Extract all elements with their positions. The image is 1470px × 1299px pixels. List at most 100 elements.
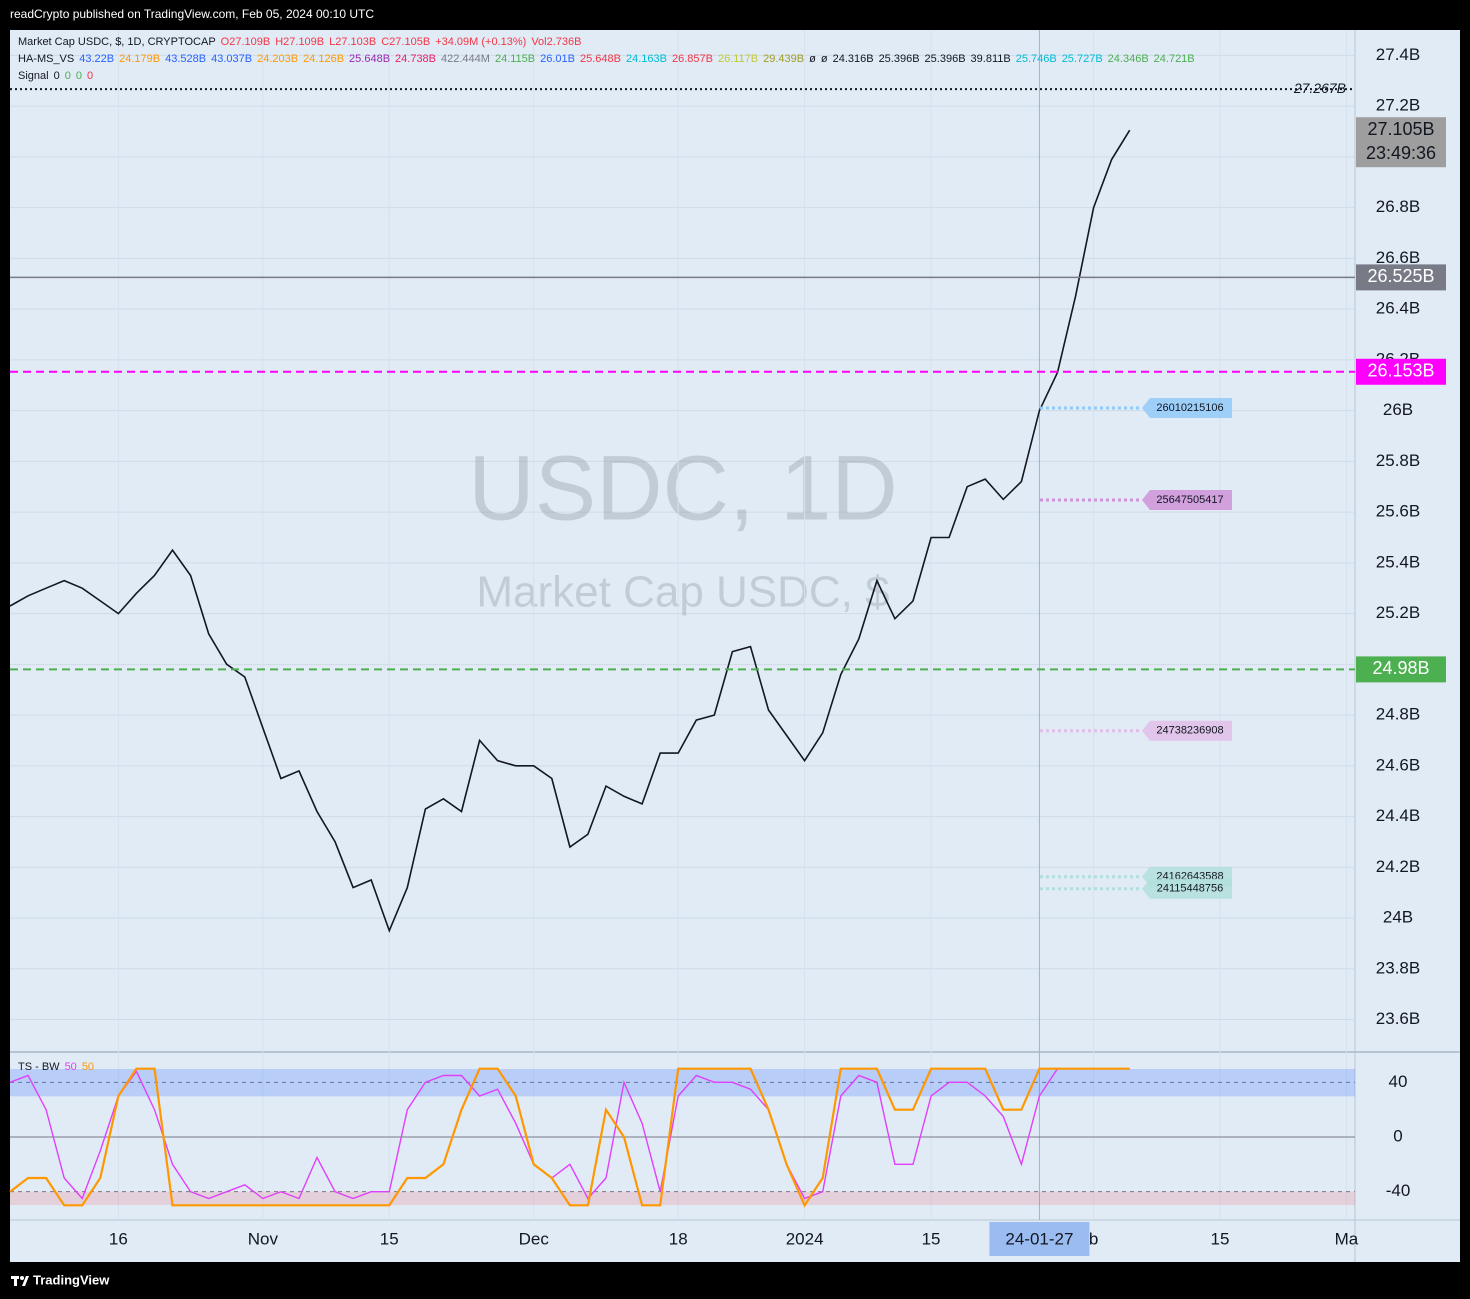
marker-tag <box>1142 878 1232 899</box>
y-tick-label: 25.4B <box>1376 552 1420 571</box>
price-tag-label: 26.525B <box>1367 266 1434 286</box>
upper-band <box>10 1069 1355 1097</box>
legend-item: 0 <box>54 70 60 82</box>
watermark: USDC, 1D <box>468 437 897 539</box>
x-tick-label: 18 <box>669 1229 688 1248</box>
legend-item: 24.115B <box>495 53 535 65</box>
x-tick-label: Ma <box>1335 1229 1359 1248</box>
countdown: 23:49:36 <box>1366 143 1436 163</box>
y-tick-label: 23.6B <box>1376 1009 1420 1028</box>
legend-item: 0 <box>87 70 93 82</box>
watermark: Market Cap USDC, $ <box>476 568 889 617</box>
marker-label: 24115448756 <box>1157 883 1223 895</box>
marker-label: 26010215106 <box>1156 402 1223 414</box>
marker-tag <box>1142 490 1232 511</box>
price-tag-label: 26.153B <box>1367 361 1434 381</box>
legend-item: 25.648B <box>349 53 390 65</box>
legend-item: C27.105B <box>381 36 430 48</box>
oscillator-legend-item: 50 <box>65 1061 77 1073</box>
legend-item: 24.203B <box>257 53 298 65</box>
y-tick-label: 0 <box>1393 1126 1402 1145</box>
legend-item: ø <box>821 53 828 65</box>
oscillator-line <box>9 1068 1130 1200</box>
price-tag <box>1356 656 1446 683</box>
legend-item: O27.109B <box>221 36 271 48</box>
price-tag <box>1356 117 1446 168</box>
price-line <box>9 129 1131 933</box>
x-tick-label: Nov <box>248 1229 279 1248</box>
y-tick-label: 25.2B <box>1376 603 1420 622</box>
marker-label: 25647505417 <box>1156 494 1223 506</box>
y-tick-label: 26.4B <box>1376 299 1420 318</box>
legend-item: 43.037B <box>211 53 252 65</box>
legend-row: Market Cap USDC, $, 1D, CRYPTOCAP O27.109… <box>18 36 581 48</box>
legend-item: HA-MS_VS <box>18 53 74 65</box>
price-tag <box>1356 264 1446 291</box>
y-tick-label: 27.2B <box>1376 96 1420 115</box>
legend-item: Vol2.736B <box>531 36 581 48</box>
legend-row: Signal 0 0 0 0 <box>18 70 93 82</box>
legend-item: 43.528B <box>165 53 206 65</box>
chart-area <box>10 30 1460 1262</box>
y-tick-label: 23.8B <box>1376 958 1420 977</box>
oscillator-title: TS - BW <box>18 1061 60 1073</box>
marker-label: 24738236908 <box>1156 725 1223 737</box>
y-tick-label: 26B <box>1383 400 1413 419</box>
legend-item: 24.179B <box>119 53 160 65</box>
legend-item: 24.126B <box>303 53 344 65</box>
legend-item: 29.439B <box>763 53 804 65</box>
legend-item: 422.444M <box>441 53 490 65</box>
legend-item: 25.727B <box>1062 53 1103 65</box>
y-tick-label: 25.8B <box>1376 451 1420 470</box>
oscillator-line <box>9 1067 1130 1208</box>
published-note: readCrypto published on TradingView.com,… <box>10 7 374 21</box>
y-tick-label: 24.8B <box>1376 705 1420 724</box>
legend-item: 26.117B <box>718 53 758 65</box>
legend-item: 25.396B <box>879 53 920 65</box>
y-tick-label: 40 <box>1389 1072 1408 1091</box>
legend-item: Signal <box>18 70 49 82</box>
legend-item: 24.346B <box>1108 53 1149 65</box>
y-tick-label: -40 <box>1386 1181 1411 1200</box>
lower-band <box>10 1191 1355 1205</box>
legend-item: 39.811B <box>971 53 1011 65</box>
price-tag-label: 24.98B <box>1372 658 1429 678</box>
y-tick-label: 24B <box>1383 908 1413 927</box>
legend-item: ø <box>809 53 816 65</box>
legend-row: HA-MS_VS 43.22B 24.179B 43.528B 43.037B 24.20… <box>18 53 1195 65</box>
legend-item: 24.316B <box>833 53 874 65</box>
x-tick-label: 16 <box>109 1229 128 1248</box>
y-tick-label: 24.2B <box>1376 857 1420 876</box>
x-tick-label: 15 <box>380 1229 399 1248</box>
legend-item: 24.738B <box>395 53 436 65</box>
x-tick-label: 24-01-27 <box>1005 1229 1073 1248</box>
legend-item: L27.103B <box>329 36 376 48</box>
legend-item: 25.746B <box>1016 53 1057 65</box>
x-tick-label: 2024 <box>786 1229 824 1248</box>
legend-item: 24.721B <box>1154 53 1195 65</box>
y-tick-label: 26.6B <box>1376 248 1420 267</box>
brand-name: TradingView <box>33 1272 110 1287</box>
y-tick-label: 24.6B <box>1376 755 1420 774</box>
x-tick-label: b <box>1089 1229 1098 1248</box>
y-tick-label: 24.4B <box>1376 806 1420 825</box>
legend-item: 43.22B <box>79 53 114 65</box>
crosshair-label-box <box>989 1222 1090 1256</box>
y-tick-label: 27.4B <box>1376 45 1420 64</box>
marker-tag <box>1142 720 1232 741</box>
legend-item: 25.648B <box>580 53 621 65</box>
brand-logo <box>11 1276 29 1286</box>
x-tick-label: 15 <box>1211 1229 1230 1248</box>
legend-item: 26.01B <box>540 53 575 65</box>
y-tick-label: 25.6B <box>1376 502 1420 521</box>
price-tag <box>1356 358 1446 385</box>
legend-item: H27.109B <box>275 36 324 48</box>
legend-item: +34.09M (+0.13%) <box>435 36 526 48</box>
legend-item: 26.857B <box>672 53 713 65</box>
oscillator-legend: TS - BW 50 50 <box>18 1061 94 1073</box>
price-tag-label: 27.105B <box>1367 119 1434 139</box>
x-tick-label: 15 <box>922 1229 941 1248</box>
legend-item: 24.163B <box>626 53 667 65</box>
legend-item: 25.396B <box>925 53 966 65</box>
